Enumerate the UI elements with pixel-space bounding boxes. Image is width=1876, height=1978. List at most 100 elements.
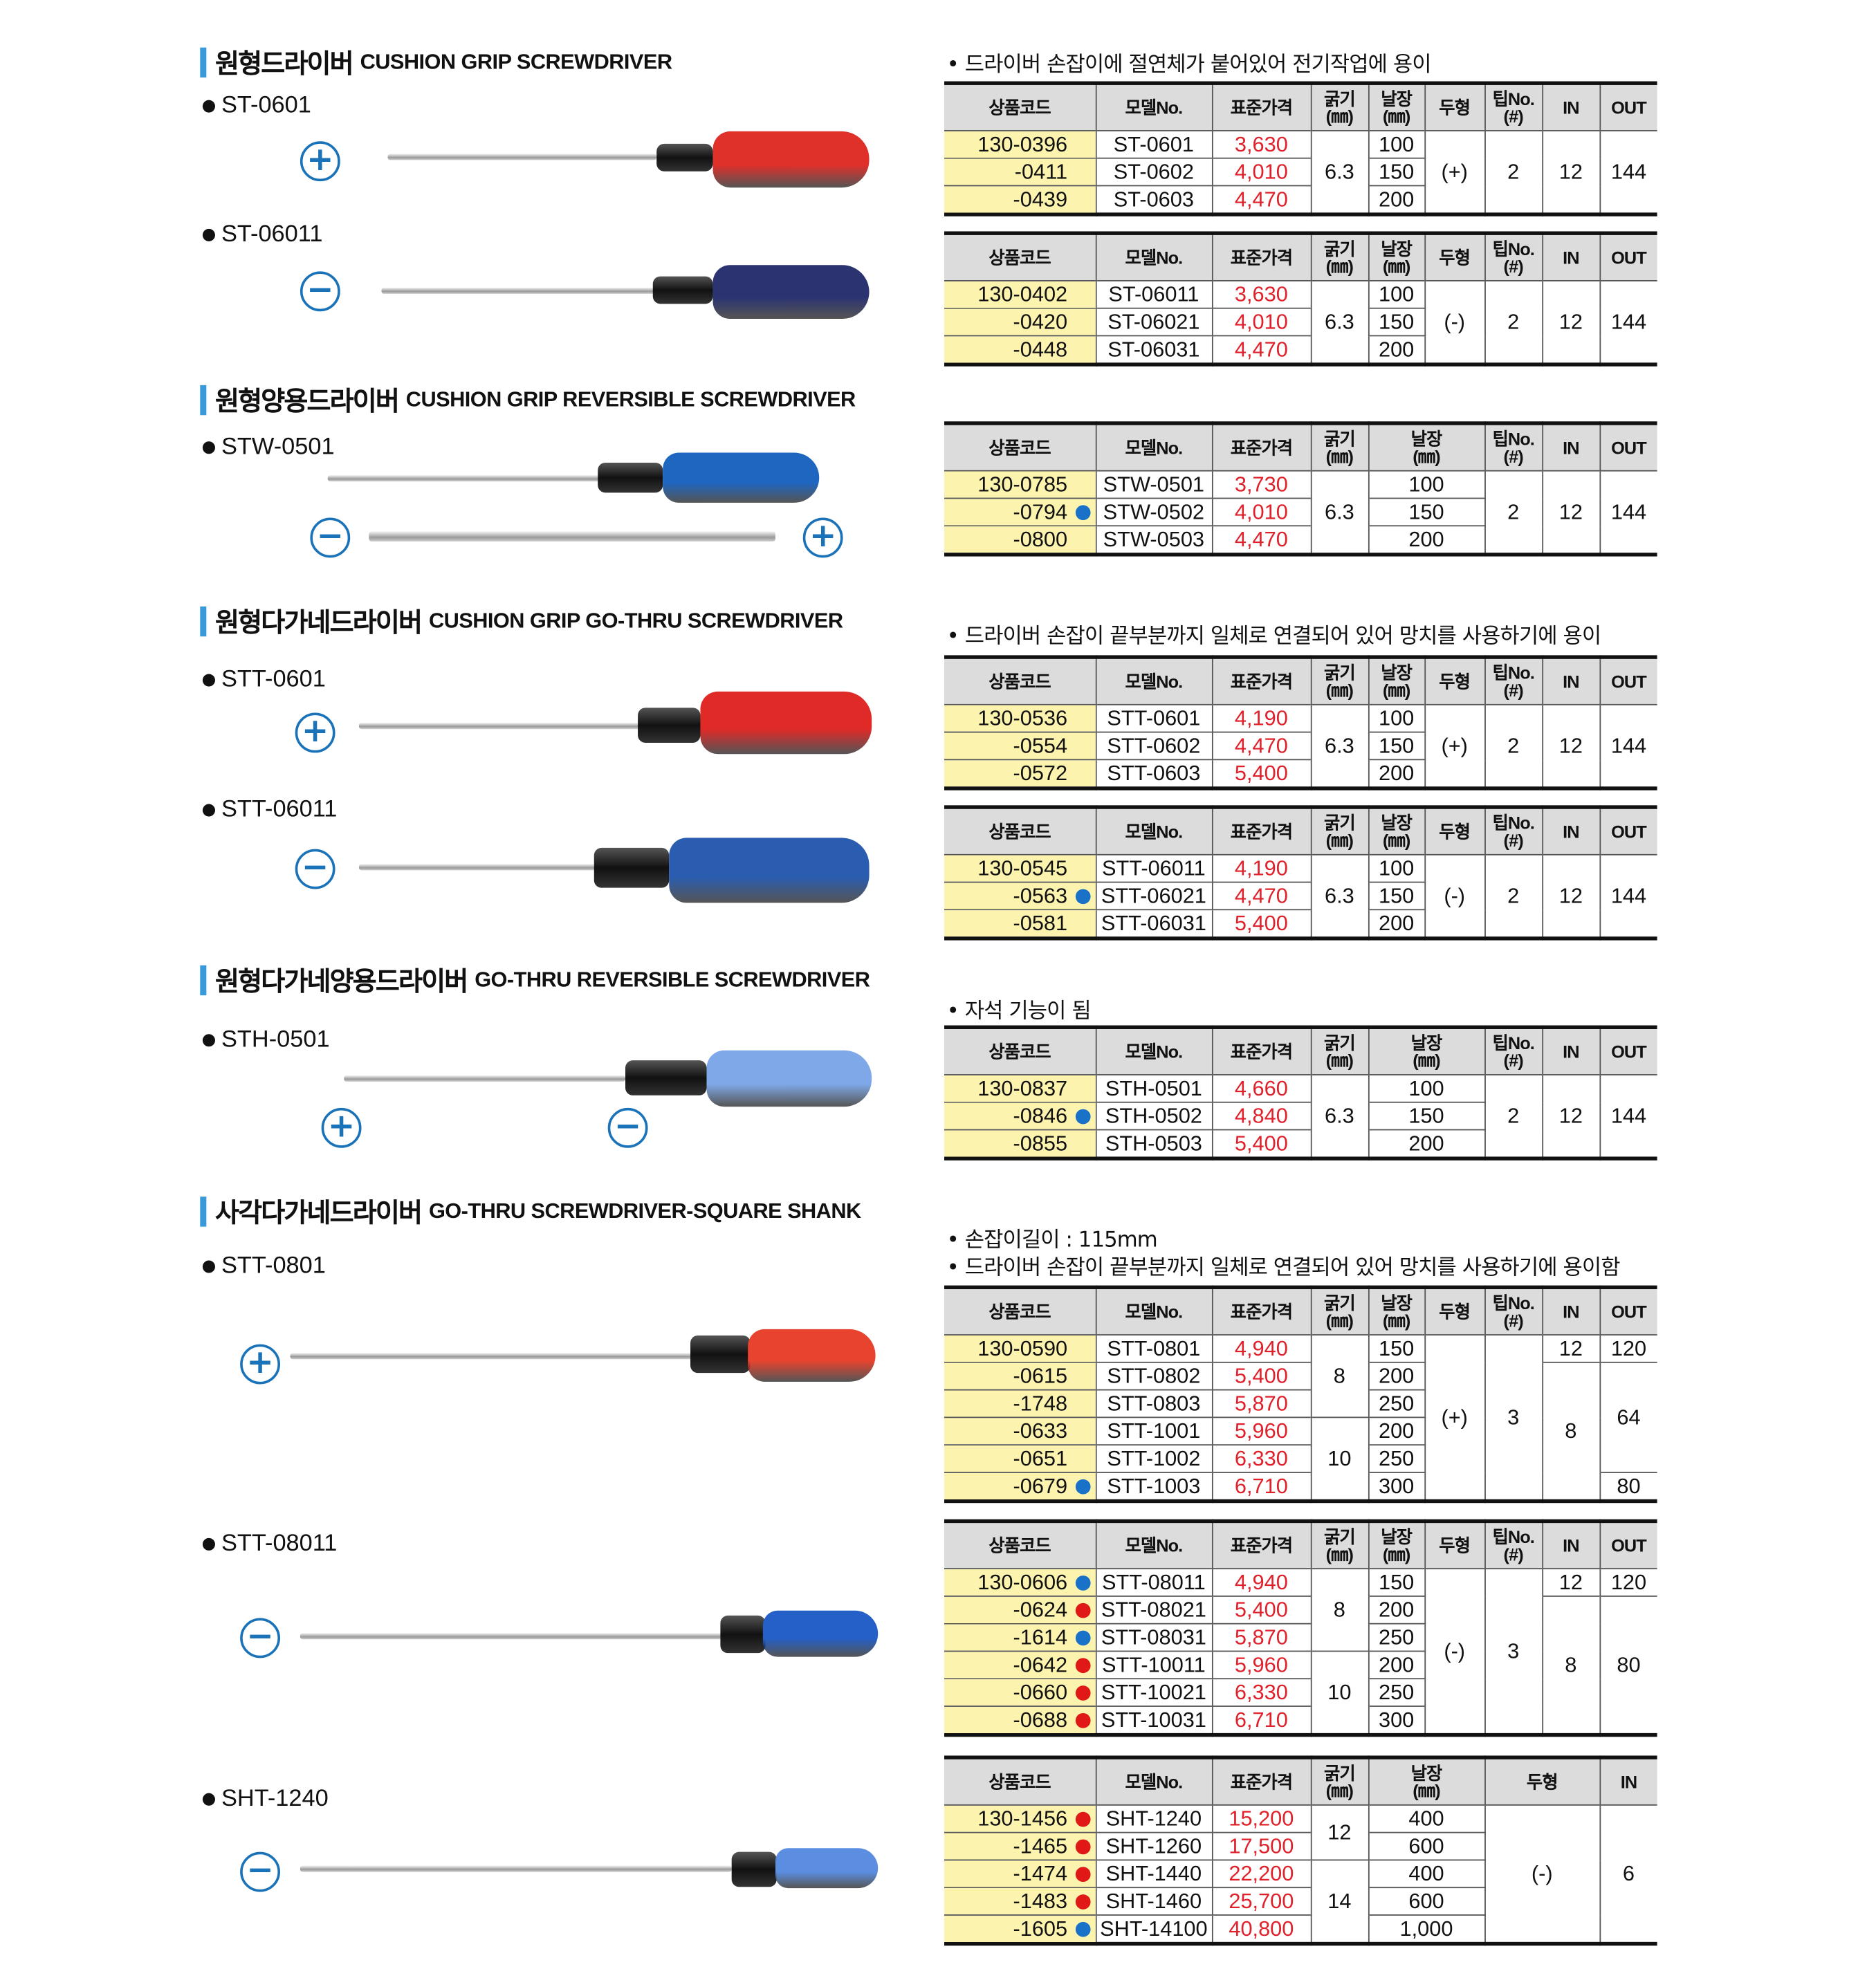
bullet-icon — [202, 1537, 215, 1551]
reversible-bit — [369, 531, 775, 542]
marker-red-icon — [1074, 1685, 1090, 1701]
product-code: 130-0402 — [944, 279, 1096, 308]
table-row: 130-0785 STW-0501 3,730 6.3 100 2 12 144 — [944, 470, 1657, 555]
blade-length: 200 — [1368, 909, 1425, 939]
price: 4,940 — [1211, 1568, 1311, 1596]
note-magnetic: • 자석 기능이 됨 — [946, 999, 1092, 1024]
tip-no: 2 — [1484, 130, 1543, 215]
model-no: STT-08021 — [1094, 1596, 1212, 1624]
table-row: -1483 SHT-1460 25,700 600 — [944, 1887, 1657, 1915]
table-header-row: 상품코드 모델No. 표준가격 굵기 (㎜) 날장 (㎜) 팁No. (#) IN OUT — [944, 423, 1657, 471]
note-handle-length: • 손잡이길이 : 115mm — [946, 1228, 1158, 1253]
blade-length: 200 — [1368, 185, 1425, 215]
product-code: -1474 — [944, 1859, 1096, 1888]
model-no: STT-10021 — [1094, 1678, 1212, 1707]
table-header-row: 상품코드 모델No. 표준가격 굵기 (㎜) 날장 (㎜) 두형 팁No. (#) IN OUT — [944, 83, 1657, 131]
blade-length: 200 — [1368, 1596, 1425, 1624]
table-row: -0563 STT-06021 4,470 150 — [944, 881, 1657, 910]
product-label: SHT-1240 — [202, 1785, 329, 1813]
qty-out: 144 — [1599, 130, 1657, 215]
model-no: STT-0601 — [1094, 703, 1212, 732]
table-row: -0800 STW-0503 4,470 200 — [944, 525, 1657, 555]
product-code: -0679 — [944, 1472, 1096, 1501]
column-header: 두형 — [1424, 233, 1485, 281]
table-row: -1474 SHT-1440 22,200 14 400 — [944, 1859, 1657, 1944]
screwdriver-collar — [656, 143, 713, 172]
price: 4,470 — [1211, 185, 1311, 215]
blade-length: 1,000 — [1368, 1914, 1485, 1944]
table-row: -1605 SHT-14100 40,800 1,000 — [944, 1914, 1657, 1944]
tip-no: 2 — [1484, 703, 1543, 788]
column-header: 두형 — [1424, 1521, 1485, 1569]
section-bar — [200, 385, 207, 416]
price-table: 상품코드 모델No. 표준가격 굵기 (㎜) 날장 (㎜) 두형 팁No. (#) IN OUT… — [944, 655, 1657, 791]
price: 25,700 — [1211, 1887, 1311, 1915]
column-header: IN — [1541, 423, 1600, 471]
note-go-thru: • 드라이버 손잡이 끝부분까지 일체로 연결되어 있어 망치를 사용하기에 용… — [946, 624, 1602, 649]
section-title-go-thru-reversible: 원형다가네양용드라이버 GO-THRU REVERSIBLE SCREWDRIVE… — [200, 964, 870, 997]
product-code: -0572 — [944, 759, 1096, 788]
product-model: SHT-1240 — [221, 1785, 329, 1812]
column-header: IN — [1541, 1521, 1600, 1569]
table-row: -0679 STT-1003 6,710 300 80 — [944, 1472, 1657, 1501]
qty-in: 12 — [1541, 703, 1600, 788]
column-header: 모델No. — [1094, 1027, 1212, 1075]
screwdriver-shaft — [381, 287, 657, 294]
column-header: 팁No. (#) — [1484, 1521, 1543, 1569]
model-no: STW-0501 — [1094, 470, 1212, 499]
marker-blue-icon — [1074, 1479, 1090, 1495]
model-no: STT-1002 — [1094, 1444, 1212, 1472]
product-code: 130-0590 — [944, 1334, 1096, 1362]
minus-tip-icon: − — [295, 849, 335, 889]
column-header: IN — [1541, 1027, 1600, 1075]
thickness: 14 — [1309, 1859, 1368, 1944]
product-code: 130-0396 — [944, 130, 1096, 158]
model-no: ST-06031 — [1094, 335, 1212, 365]
product-code: -0448 — [944, 335, 1096, 365]
model-no: ST-0602 — [1094, 157, 1212, 186]
table-header-row: 상품코드 모델No. 표준가격 굵기 (㎜) 날장 (㎜) 두형 팁No. (#) IN OUT — [944, 657, 1657, 705]
product-label: STT-06011 — [202, 797, 337, 824]
column-header: 팁No. (#) — [1484, 657, 1543, 705]
column-header: OUT — [1599, 83, 1657, 131]
product-code: -1605 — [944, 1914, 1096, 1944]
thickness: 10 — [1309, 1650, 1368, 1735]
thickness: 8 — [1309, 1568, 1368, 1652]
qty-in: 12 — [1541, 279, 1600, 365]
column-header: OUT — [1599, 1521, 1657, 1569]
table-row: 130-0545 STT-06011 4,190 6.3 100 (-) 2 12 144 — [944, 853, 1657, 939]
screwdriver-handle — [663, 452, 820, 503]
plus-tip-icon: + — [802, 517, 843, 558]
product-code: -0800 — [944, 525, 1096, 555]
price: 5,400 — [1211, 1596, 1311, 1624]
price: 6,710 — [1211, 1472, 1311, 1501]
table-row: -1465 SHT-1260 17,500 600 — [944, 1831, 1657, 1860]
marker-blue-icon — [1074, 1109, 1090, 1125]
blade-length: 200 — [1368, 1129, 1485, 1159]
minus-tip-icon: − — [240, 1618, 280, 1658]
column-header: 상품코드 — [944, 1521, 1096, 1569]
table-row: -0411 ST-0602 4,010 150 — [944, 157, 1657, 186]
screwdriver-handle — [706, 1050, 872, 1107]
blade-length: 100 — [1368, 279, 1425, 308]
price: 22,200 — [1211, 1859, 1311, 1888]
price: 4,470 — [1211, 881, 1311, 910]
price: 5,960 — [1211, 1650, 1311, 1679]
blade-length: 100 — [1368, 853, 1425, 882]
model-no: STH-0502 — [1094, 1101, 1212, 1130]
price: 4,010 — [1211, 157, 1311, 186]
section-title-ko: 원형다가네드라이버 — [214, 607, 423, 638]
qty-in: 12 — [1541, 130, 1600, 215]
tip-type: (-) — [1424, 853, 1485, 939]
product-code: -0624 — [944, 1596, 1096, 1624]
marker-red-icon — [1074, 1839, 1090, 1855]
price: 4,840 — [1211, 1101, 1311, 1130]
column-header: OUT — [1599, 807, 1657, 855]
plus-tip-icon: + — [295, 712, 335, 753]
table-row: -1614 STT-08031 5,870 250 — [944, 1623, 1657, 1652]
screwdriver-collar — [638, 708, 701, 743]
section-title-go-thru: 원형다가네드라이버 CUSHION GRIP GO-THRU SCREWDRIVE… — [200, 605, 843, 638]
price: 5,400 — [1211, 1129, 1311, 1159]
price-table: 상품코드 모델No. 표준가격 굵기 (㎜) 날장 (㎜) 팁No. (#) IN OUT 13… — [944, 1025, 1657, 1161]
price: 4,010 — [1211, 307, 1311, 336]
